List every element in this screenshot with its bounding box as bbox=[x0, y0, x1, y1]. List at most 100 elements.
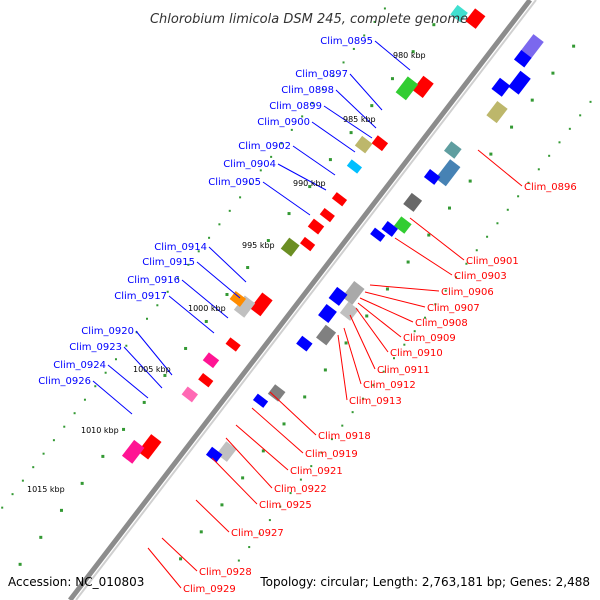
tick-mark bbox=[372, 384, 375, 387]
tick-mark bbox=[125, 344, 128, 347]
label-connector bbox=[168, 295, 215, 334]
gene-block bbox=[394, 216, 412, 234]
gene-label[interactable]: Clim_0918 bbox=[318, 431, 371, 442]
tick-mark bbox=[365, 314, 369, 318]
gene-label[interactable]: Clim_0908 bbox=[415, 318, 468, 329]
kbp-label: 1005 kbp bbox=[133, 365, 171, 374]
topology-text: Topology: circular; Length: 2,763,181 bp… bbox=[259, 575, 590, 589]
gene-label[interactable]: Clim_0901 bbox=[466, 256, 519, 267]
tick-mark bbox=[177, 277, 180, 280]
tick-mark bbox=[187, 263, 190, 266]
gene-block bbox=[354, 135, 373, 154]
label-connector bbox=[208, 246, 247, 283]
tick-mark bbox=[530, 98, 534, 102]
gene-label[interactable]: Clim_0903 bbox=[454, 271, 507, 282]
gene-label[interactable]: Clim_0926 bbox=[38, 376, 91, 387]
tick-mark bbox=[308, 185, 312, 189]
tick-mark bbox=[268, 519, 271, 522]
tick-mark bbox=[351, 411, 354, 414]
gene-label[interactable]: Clim_0898 bbox=[281, 85, 334, 96]
tick-mark bbox=[220, 503, 224, 507]
tick-mark bbox=[310, 465, 313, 468]
gene-label[interactable]: Clim_0896 bbox=[524, 182, 577, 193]
gene-label[interactable]: Clim_0915 bbox=[142, 257, 195, 268]
gene-block bbox=[395, 76, 419, 101]
tick-mark bbox=[11, 493, 14, 496]
tick-mark bbox=[303, 395, 307, 399]
tick-mark bbox=[434, 303, 437, 306]
tick-mark bbox=[344, 341, 348, 345]
tick-mark bbox=[146, 317, 149, 320]
tick-mark bbox=[393, 357, 396, 360]
gene-block bbox=[316, 324, 337, 346]
tick-mark bbox=[517, 195, 520, 198]
gene-label[interactable]: Clim_0909 bbox=[403, 333, 456, 344]
label-connector bbox=[92, 380, 133, 415]
gene-label[interactable]: Clim_0917 bbox=[114, 291, 167, 302]
tick-mark bbox=[228, 209, 231, 212]
gene-label[interactable]: Clim_0912 bbox=[363, 380, 416, 391]
gene-label[interactable]: Clim_0923 bbox=[69, 342, 122, 353]
gene-label[interactable]: Clim_0907 bbox=[427, 303, 480, 314]
gene-block bbox=[491, 77, 511, 97]
tick-mark bbox=[184, 346, 188, 350]
tick-mark bbox=[413, 330, 416, 333]
tick-mark bbox=[361, 397, 364, 400]
tick-mark bbox=[548, 154, 551, 157]
gene-block bbox=[229, 291, 247, 307]
gene-block bbox=[181, 386, 199, 403]
tick-mark bbox=[208, 236, 211, 239]
gene-label[interactable]: Clim_0922 bbox=[274, 484, 327, 495]
gene-label[interactable]: Clim_0929 bbox=[183, 584, 236, 595]
gene-label[interactable]: Clim_0920 bbox=[81, 326, 134, 337]
tick-mark bbox=[289, 492, 292, 495]
tick-mark bbox=[363, 34, 366, 37]
gene-label[interactable]: Clim_0913 bbox=[349, 396, 402, 407]
gene-label[interactable]: Clim_0905 bbox=[208, 177, 261, 188]
gene-label[interactable]: Clim_0921 bbox=[290, 466, 343, 477]
gene-block bbox=[296, 335, 313, 352]
gene-features bbox=[121, 4, 544, 464]
gene-label[interactable]: Clim_0899 bbox=[269, 101, 322, 112]
gene-label[interactable]: Clim_0927 bbox=[231, 528, 284, 539]
gene-label[interactable]: Clim_0904 bbox=[223, 159, 276, 170]
gene-label[interactable]: Clim_0919 bbox=[305, 449, 358, 460]
label-connector bbox=[196, 261, 241, 299]
tick-mark bbox=[261, 449, 265, 453]
kbp-label: 995 kbp bbox=[242, 241, 275, 250]
tick-mark bbox=[1, 506, 4, 509]
tick-mark bbox=[330, 438, 333, 441]
gene-label[interactable]: Clim_0911 bbox=[377, 365, 430, 376]
tick-mark bbox=[163, 373, 167, 377]
gene-label[interactable]: Clim_0895 bbox=[320, 36, 373, 47]
gene-label[interactable]: Clim_0900 bbox=[257, 117, 310, 128]
accession-text: Accession: NC_010803 bbox=[8, 575, 144, 589]
gene-block bbox=[423, 169, 441, 185]
label-connector bbox=[195, 499, 230, 533]
gene-label[interactable]: Clim_0906 bbox=[441, 287, 494, 298]
gene-block bbox=[121, 439, 145, 464]
tick-mark bbox=[290, 128, 293, 131]
gene-block bbox=[205, 446, 223, 463]
kbp-label: 985 kbp bbox=[343, 115, 376, 124]
tick-mark bbox=[199, 530, 203, 534]
gene-label[interactable]: Clim_0916 bbox=[127, 275, 180, 286]
tick-mark bbox=[579, 114, 582, 117]
tick-mark bbox=[73, 412, 76, 415]
label-connector bbox=[337, 334, 348, 401]
gene-label[interactable]: Clim_0897 bbox=[295, 69, 348, 80]
tick-mark bbox=[249, 182, 252, 185]
gene-label[interactable]: Clim_0924 bbox=[53, 360, 106, 371]
label-connector bbox=[235, 424, 289, 471]
gene-label[interactable]: Clim_0928 bbox=[199, 567, 252, 578]
tick-mark bbox=[179, 557, 183, 561]
gene-label[interactable]: Clim_0914 bbox=[154, 242, 207, 253]
tick-mark bbox=[328, 158, 332, 162]
gene-block bbox=[371, 135, 389, 152]
gene-label[interactable]: Clim_0925 bbox=[259, 500, 312, 511]
gene-label[interactable]: Clim_0902 bbox=[238, 141, 291, 152]
gene-label[interactable]: Clim_0910 bbox=[390, 348, 443, 359]
tick-mark bbox=[280, 142, 283, 145]
tick-mark bbox=[42, 452, 45, 455]
label-connector bbox=[147, 547, 182, 589]
